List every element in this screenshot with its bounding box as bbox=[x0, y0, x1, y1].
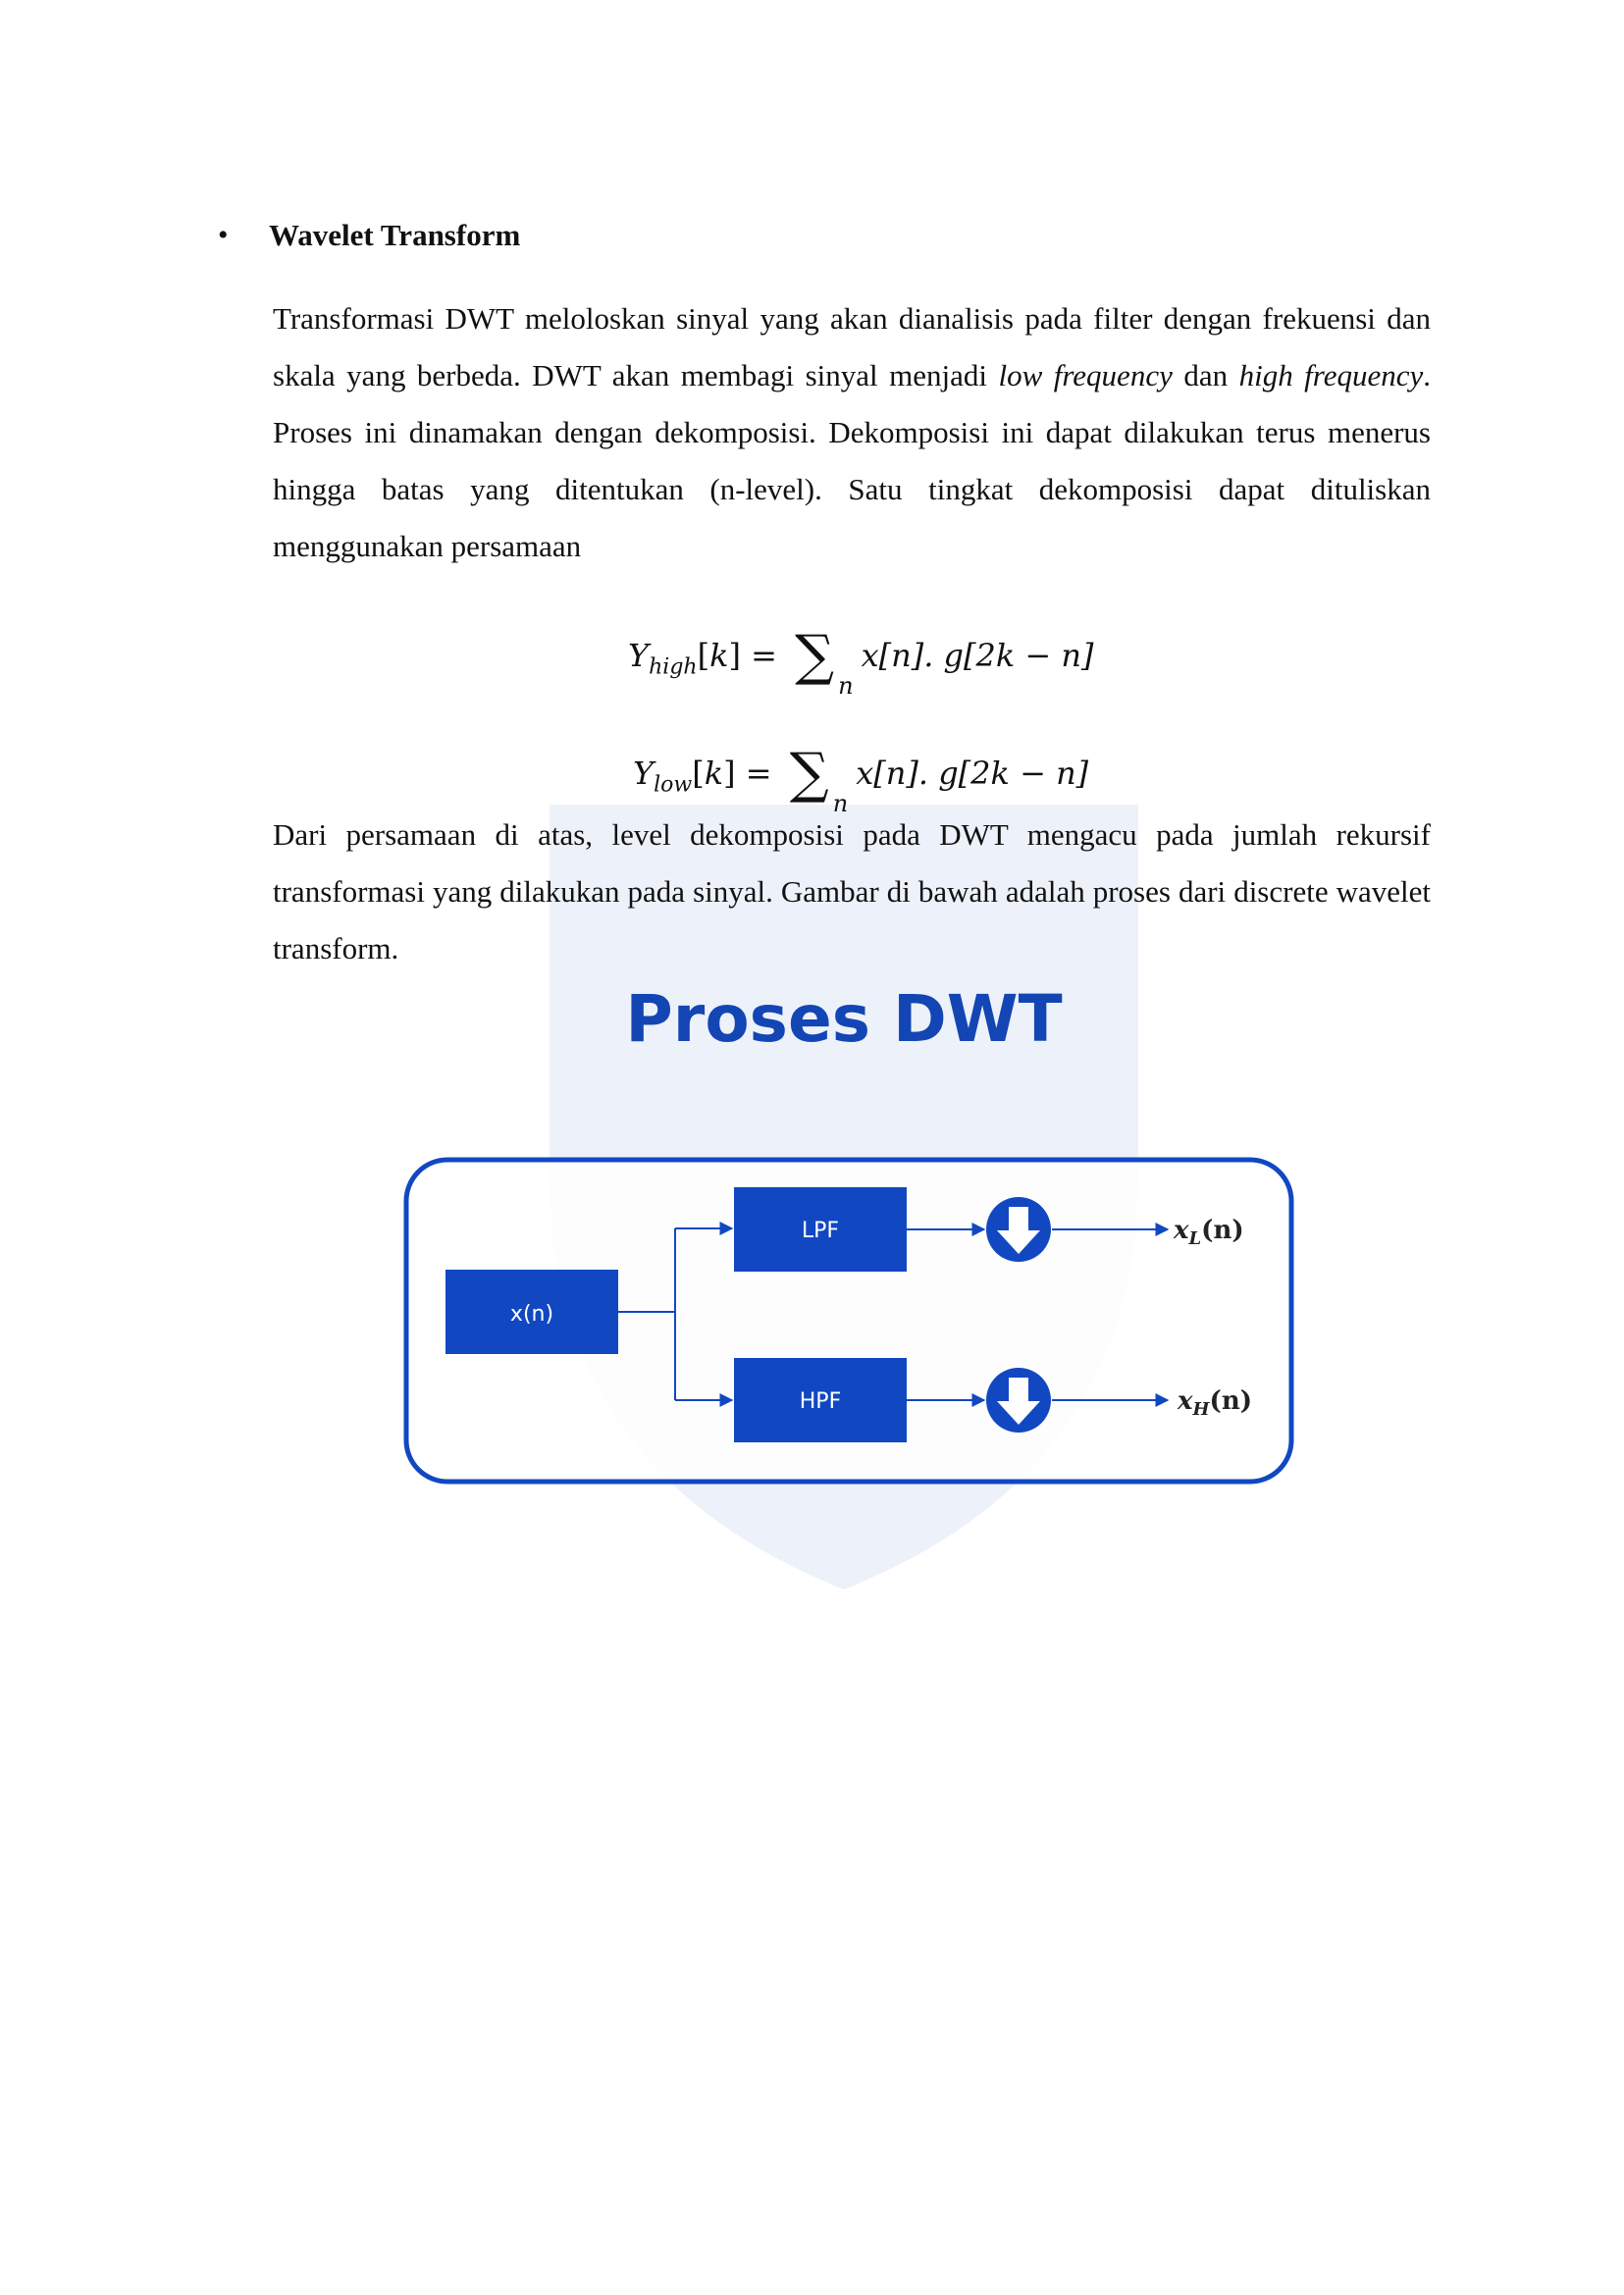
output-low-label: xL(n) bbox=[1173, 1216, 1244, 1249]
summation-icon: ∑ bbox=[795, 624, 835, 688]
lpf-label: LPF bbox=[802, 1219, 839, 1243]
text-span: . Proses ini dinamakan dengan dekomposis… bbox=[273, 358, 1431, 563]
emphasis-low-frequency: low frequency bbox=[998, 358, 1173, 392]
downsample-low-icon bbox=[986, 1197, 1051, 1262]
bullet-icon: • bbox=[218, 219, 229, 251]
downsample-high-icon bbox=[986, 1368, 1051, 1433]
hpf-block bbox=[734, 1358, 907, 1442]
eq-lhs: Y bbox=[628, 637, 650, 674]
section-heading-row: • Wavelet Transform bbox=[218, 218, 520, 253]
figure-title: Proses DWT bbox=[625, 981, 1063, 1057]
summation-icon: ∑ bbox=[789, 742, 829, 806]
output-high-label: xH(n) bbox=[1177, 1386, 1252, 1420]
explanation-paragraph: Dari persamaan di atas, level dekomposis… bbox=[273, 817, 1431, 965]
text-span: dan bbox=[1172, 358, 1239, 392]
eq-rhs: x[n]. g[2k − n] bbox=[861, 637, 1094, 674]
intro-paragraph: Transformasi DWT meloloskan sinyal yang … bbox=[273, 290, 1431, 575]
equation-low: Ylow[k] = ∑ nx[n]. g[2k − n] bbox=[633, 742, 1089, 817]
hpf-label: HPF bbox=[800, 1389, 841, 1414]
eq-rhs: x[n]. g[2k − n] bbox=[856, 755, 1089, 792]
eq-lhs: Y bbox=[633, 755, 655, 792]
eq-subscript: low bbox=[654, 772, 693, 798]
emphasis-high-frequency: high frequency bbox=[1238, 358, 1424, 392]
dwt-diagram: x(n) LPF HPF xL(n) xH(n) bbox=[403, 1157, 1294, 1485]
lpf-block bbox=[734, 1187, 907, 1272]
text-span: Transformasi DWT meloloskan sinyal yang … bbox=[273, 301, 1431, 392]
eq-subscript: high bbox=[649, 654, 698, 680]
equation-high: Yhigh[k] = ∑ nx[n]. g[2k − n] bbox=[628, 624, 1094, 700]
input-block bbox=[445, 1270, 618, 1354]
input-label: x(n) bbox=[510, 1302, 553, 1327]
section-heading: Wavelet Transform bbox=[269, 218, 521, 252]
